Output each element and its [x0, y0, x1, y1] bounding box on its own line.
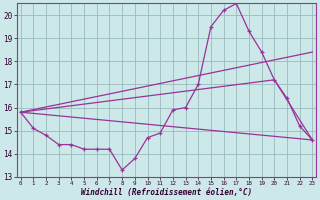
- X-axis label: Windchill (Refroidissement éolien,°C): Windchill (Refroidissement éolien,°C): [81, 188, 252, 197]
